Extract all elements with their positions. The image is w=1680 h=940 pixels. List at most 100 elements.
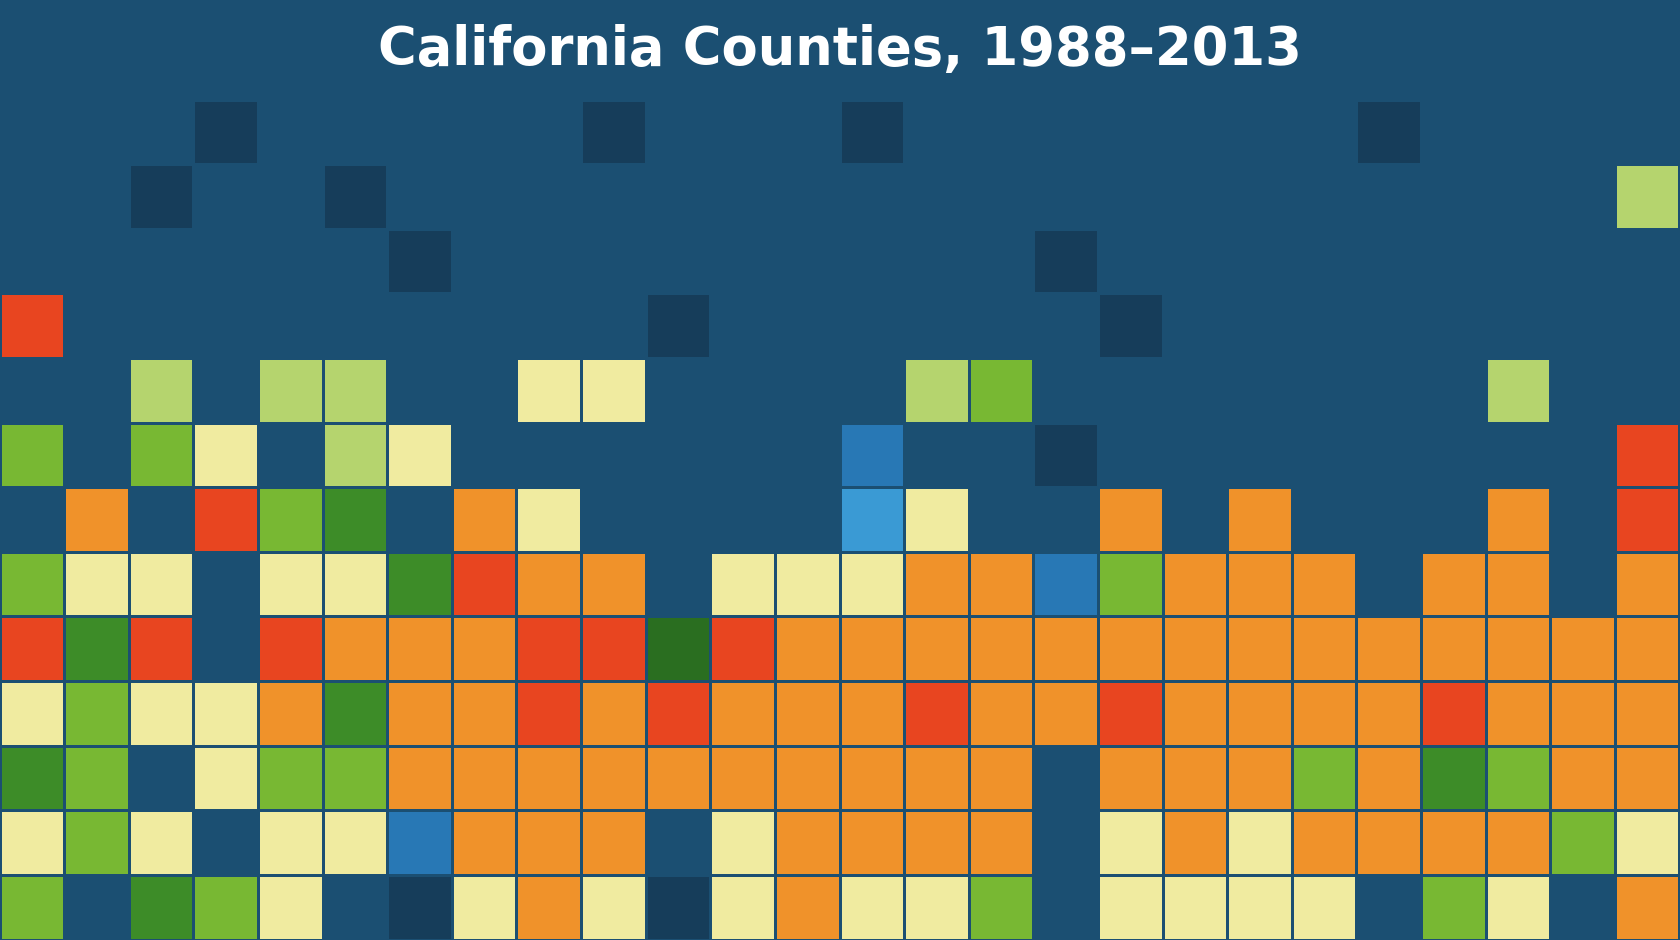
Bar <box>519 877 580 938</box>
Bar <box>842 683 904 744</box>
Bar <box>842 554 904 616</box>
Bar <box>712 747 774 809</box>
Bar <box>776 683 838 744</box>
Bar <box>1294 877 1356 938</box>
Bar <box>1100 295 1161 357</box>
Bar <box>519 747 580 809</box>
Bar <box>1164 683 1226 744</box>
Bar <box>776 554 838 616</box>
Bar <box>842 619 904 680</box>
Bar <box>1616 425 1678 486</box>
Bar <box>260 812 321 874</box>
Bar <box>2 554 64 616</box>
Bar <box>1035 230 1097 292</box>
Bar <box>1230 812 1290 874</box>
Bar <box>1294 747 1356 809</box>
Bar <box>1100 683 1161 744</box>
Bar <box>1100 747 1161 809</box>
Bar <box>2 812 64 874</box>
Bar <box>1164 747 1226 809</box>
Bar <box>1423 812 1485 874</box>
Bar <box>776 619 838 680</box>
Bar <box>583 812 645 874</box>
Bar <box>195 102 257 164</box>
Bar <box>260 489 321 551</box>
Bar <box>1230 619 1290 680</box>
Text: California Counties, 1988–2013: California Counties, 1988–2013 <box>378 24 1302 76</box>
Bar <box>66 812 128 874</box>
Bar <box>1488 683 1549 744</box>
Bar <box>583 619 645 680</box>
Bar <box>776 877 838 938</box>
Bar <box>390 877 450 938</box>
Bar <box>260 360 321 421</box>
Bar <box>842 102 904 164</box>
Bar <box>906 812 968 874</box>
Bar <box>1164 619 1226 680</box>
Bar <box>519 554 580 616</box>
Bar <box>66 747 128 809</box>
Bar <box>324 619 386 680</box>
Bar <box>776 747 838 809</box>
Bar <box>906 554 968 616</box>
Bar <box>1616 489 1678 551</box>
Bar <box>454 683 516 744</box>
Bar <box>1359 683 1420 744</box>
Bar <box>1359 812 1420 874</box>
Bar <box>195 683 257 744</box>
Bar <box>260 683 321 744</box>
Bar <box>2 425 64 486</box>
Bar <box>842 747 904 809</box>
Bar <box>324 683 386 744</box>
Bar <box>971 683 1032 744</box>
Bar <box>1552 812 1614 874</box>
Bar <box>1100 554 1161 616</box>
Bar <box>1423 683 1485 744</box>
Bar <box>906 360 968 421</box>
Bar <box>1035 683 1097 744</box>
Bar <box>454 489 516 551</box>
Bar <box>2 683 64 744</box>
Bar <box>519 812 580 874</box>
Bar <box>583 554 645 616</box>
Bar <box>712 619 774 680</box>
Bar <box>1423 554 1485 616</box>
Bar <box>390 683 450 744</box>
Bar <box>454 619 516 680</box>
Bar <box>390 747 450 809</box>
Bar <box>260 747 321 809</box>
Bar <box>1616 166 1678 227</box>
Bar <box>324 166 386 227</box>
Bar <box>195 877 257 938</box>
Bar <box>971 877 1032 938</box>
Bar <box>2 619 64 680</box>
Bar <box>1552 683 1614 744</box>
Bar <box>1294 683 1356 744</box>
Bar <box>712 812 774 874</box>
Bar <box>131 360 192 421</box>
Bar <box>971 747 1032 809</box>
Bar <box>1230 489 1290 551</box>
Bar <box>454 747 516 809</box>
Bar <box>1423 619 1485 680</box>
Bar <box>583 877 645 938</box>
Bar <box>1100 489 1161 551</box>
Bar <box>2 877 64 938</box>
Bar <box>971 360 1032 421</box>
Bar <box>1230 877 1290 938</box>
Bar <box>454 554 516 616</box>
Bar <box>1488 812 1549 874</box>
Bar <box>131 554 192 616</box>
Bar <box>324 425 386 486</box>
Bar <box>519 489 580 551</box>
Bar <box>1616 877 1678 938</box>
Bar <box>648 295 709 357</box>
Bar <box>324 554 386 616</box>
Bar <box>1294 619 1356 680</box>
Bar <box>390 554 450 616</box>
Bar <box>776 812 838 874</box>
Bar <box>66 683 128 744</box>
Bar <box>1616 683 1678 744</box>
Bar <box>648 683 709 744</box>
Bar <box>906 877 968 938</box>
